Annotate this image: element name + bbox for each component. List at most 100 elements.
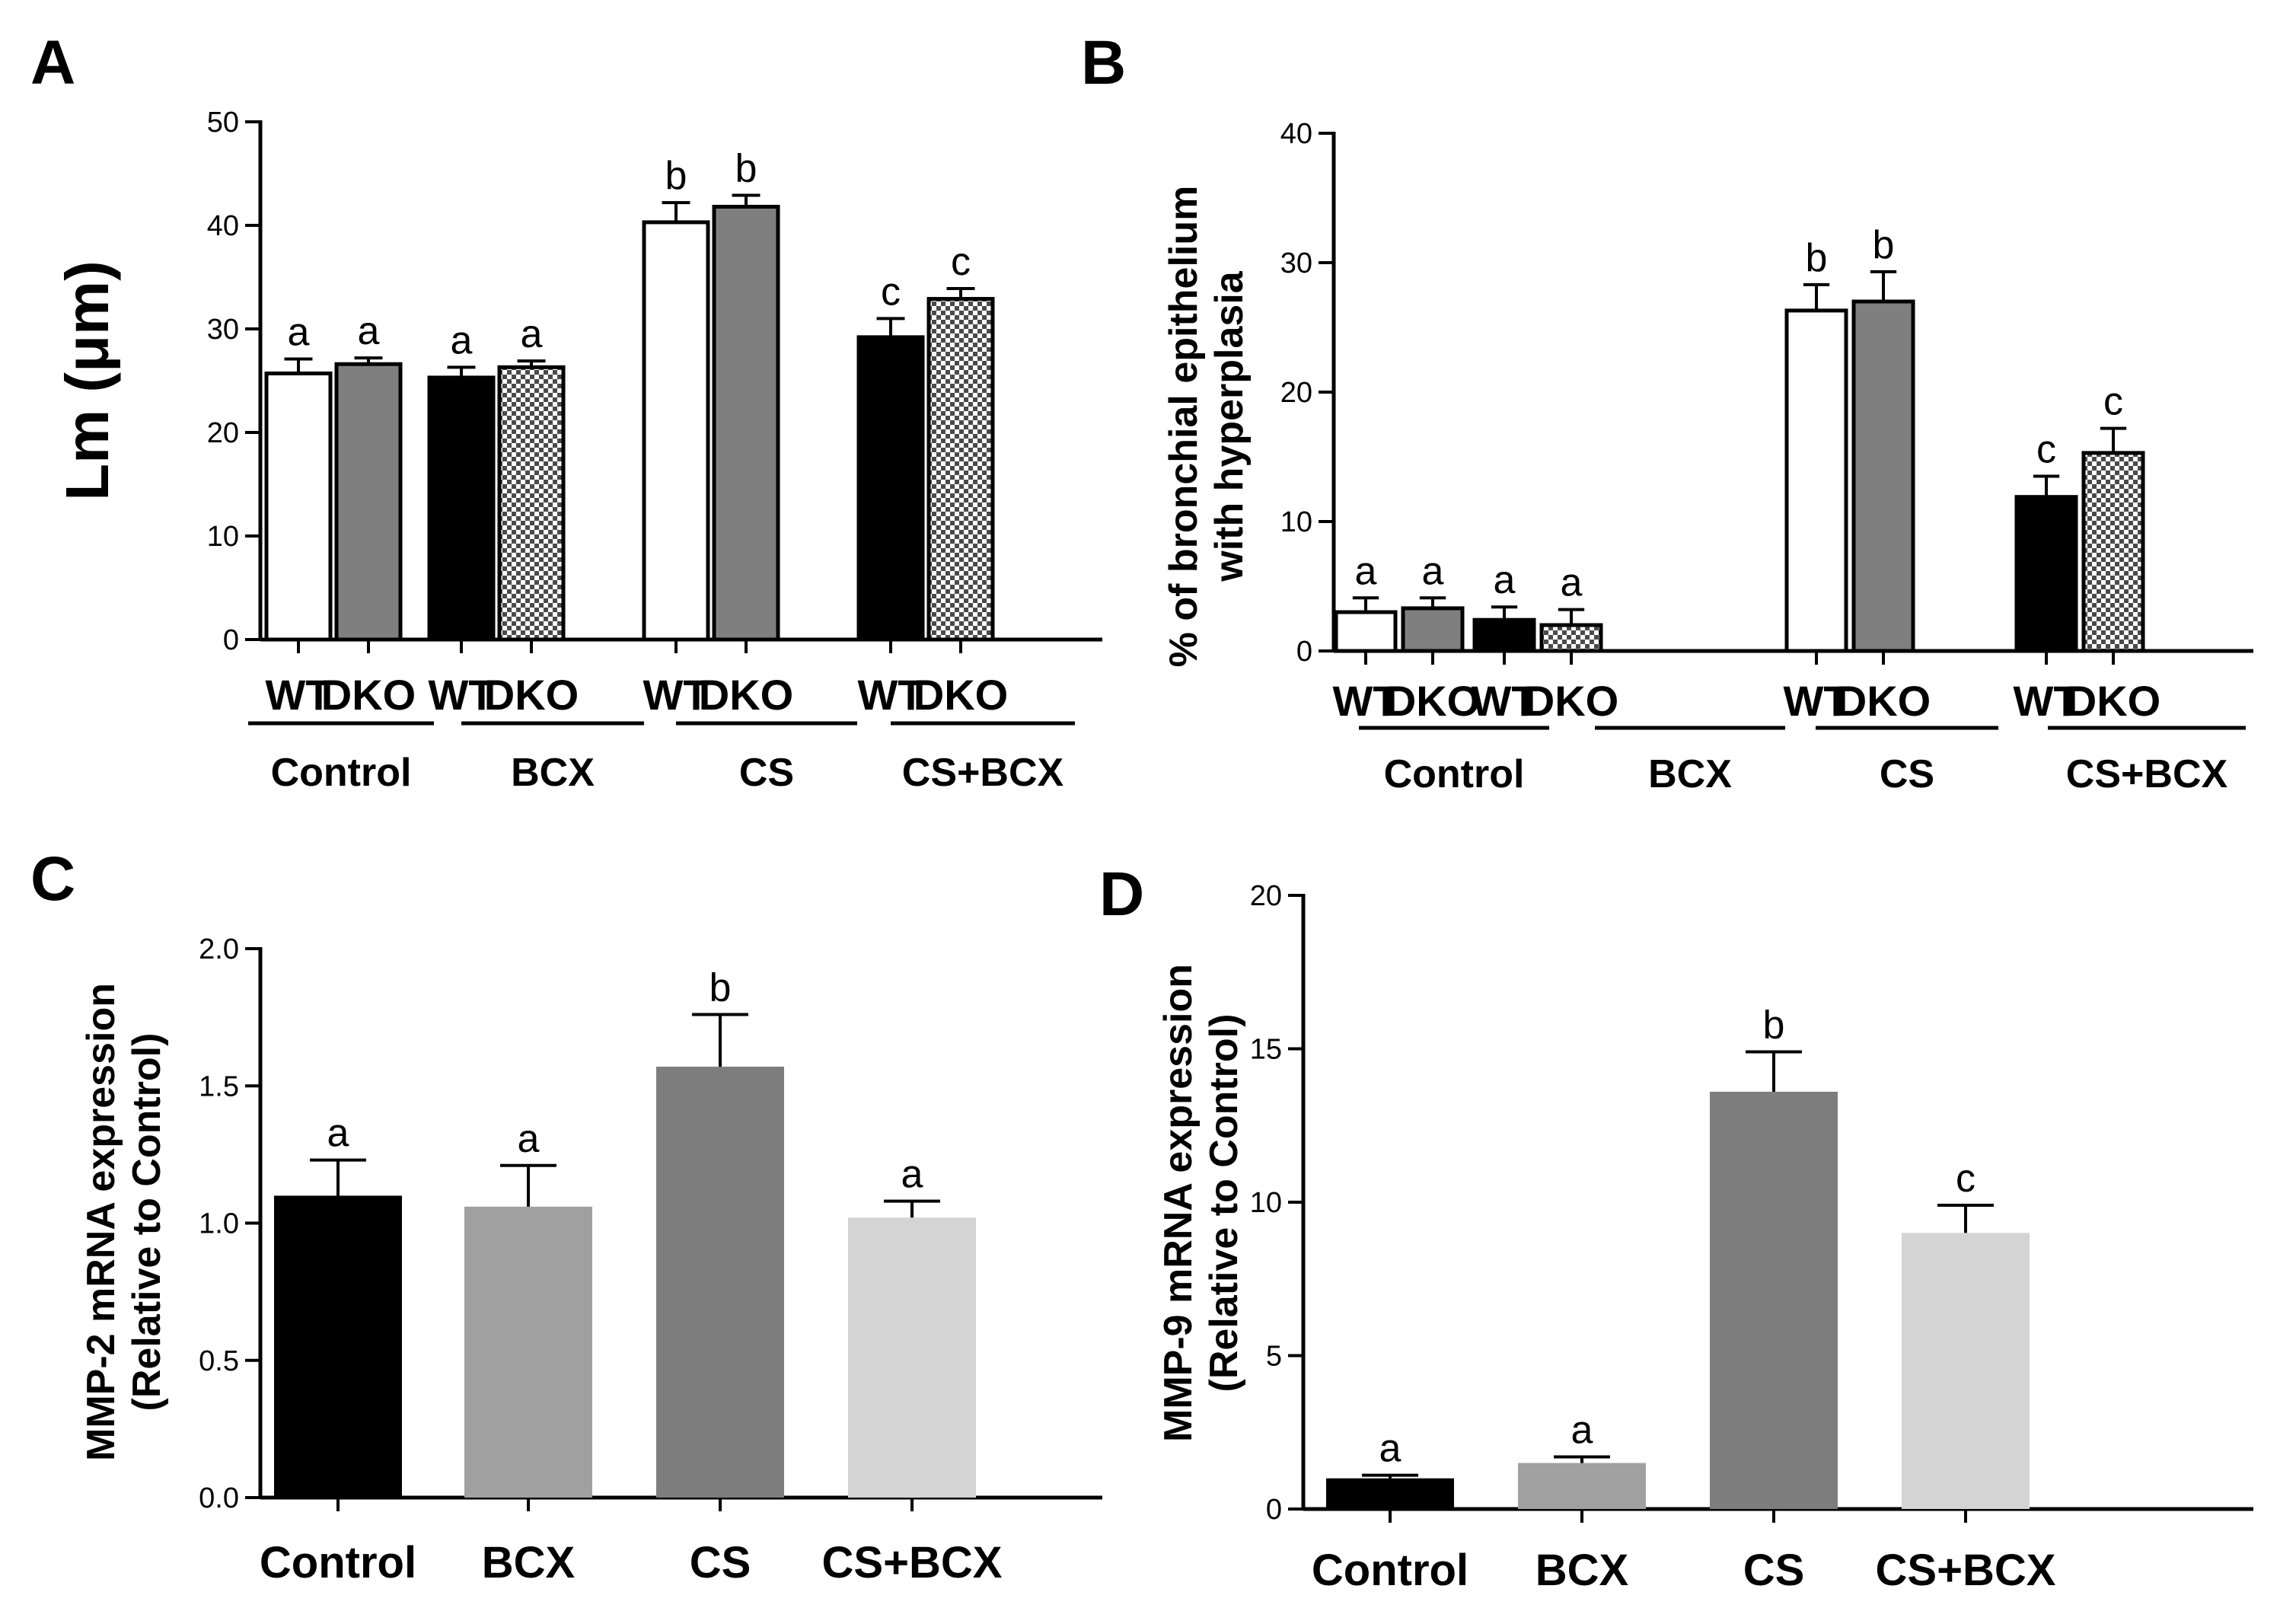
- bar: [856, 335, 925, 642]
- y-tick-label: 50: [207, 107, 239, 139]
- significance-label: b: [1873, 223, 1895, 267]
- x-tick-label: WT: [1471, 677, 1537, 725]
- group-label: CS: [1880, 752, 1934, 796]
- significance-label: c: [881, 270, 901, 314]
- bar: [2014, 495, 2078, 653]
- y-tick-label: 20: [207, 417, 239, 449]
- significance-label: c: [2103, 380, 2123, 424]
- bar: [848, 1217, 976, 1498]
- x-tick-label: WT: [1783, 677, 1849, 725]
- significance-label: a: [901, 1153, 923, 1197]
- y-axis-label-line: (Relative to Control): [1202, 1014, 1246, 1393]
- significance-label: a: [1422, 549, 1444, 593]
- x-tick-label: BCX: [482, 1538, 576, 1587]
- significance-label: c: [951, 240, 971, 284]
- bar: [1784, 308, 1848, 653]
- bar: [712, 205, 780, 642]
- bar: [264, 371, 333, 642]
- x-tick-label: DKO: [914, 671, 1008, 719]
- significance-label: a: [327, 1112, 349, 1156]
- bar: [1710, 1091, 1838, 1509]
- x-tick-label: CS: [1743, 1546, 1805, 1595]
- bar: [1518, 1463, 1646, 1509]
- y-tick-label: 0.5: [199, 1345, 239, 1377]
- significance-label: b: [1763, 1003, 1785, 1048]
- x-tick-label: DKO: [1386, 677, 1480, 725]
- y-tick-label: 10: [207, 521, 239, 553]
- significance-label: b: [735, 147, 757, 191]
- bar: [1334, 610, 1398, 653]
- x-tick-label: WT: [1332, 677, 1398, 725]
- x-tick-label: Control: [260, 1538, 416, 1587]
- y-axis-label-line: Lm (μm): [53, 260, 121, 501]
- bar: [2081, 451, 2145, 653]
- x-tick-label: CS+BCX: [1876, 1546, 2056, 1595]
- bar: [656, 1067, 784, 1498]
- group-label: Control: [271, 751, 412, 795]
- y-tick-label: 40: [1280, 118, 1312, 150]
- group-label: BCX: [511, 751, 595, 795]
- y-axis-label-line: (Relative to Control): [125, 1033, 169, 1412]
- y-tick-label: 30: [1280, 247, 1312, 279]
- x-tick-label: CS+BCX: [822, 1538, 1003, 1587]
- y-tick-label: 0: [1266, 1494, 1282, 1526]
- group-label: CS+BCX: [2066, 752, 2228, 796]
- y-tick-label: 5: [1266, 1341, 1282, 1373]
- y-tick-label: 20: [1280, 377, 1312, 409]
- y-axis-label-line: with hyperplasia: [1207, 270, 1252, 582]
- x-tick-label: WT: [428, 671, 494, 719]
- significance-label: b: [1806, 236, 1828, 280]
- panel-b: B 0 10 20 30 40 % of bronchial epitheliumwith …: [1081, 28, 2253, 796]
- y-tick-label: 30: [207, 314, 239, 346]
- group-label: CS+BCX: [902, 751, 1064, 795]
- bar: [427, 375, 496, 642]
- x-tick-label: DKO: [1524, 677, 1618, 725]
- significance-label: a: [521, 312, 543, 356]
- y-tick-label: 15: [1250, 1034, 1282, 1066]
- x-tick-label: WT: [265, 671, 331, 719]
- panel-letter: D: [1099, 860, 1144, 929]
- x-tick-label: DKO: [2066, 677, 2160, 725]
- x-tick-label: BCX: [1535, 1546, 1629, 1595]
- y-tick-label: 2.0: [199, 933, 239, 965]
- bar: [274, 1195, 402, 1498]
- y-tick-label: 0: [223, 624, 239, 656]
- y-axis-label: MMP-9 mRNA expression(Relative to Contro…: [1156, 964, 1246, 1442]
- bar: [1902, 1233, 2030, 1509]
- x-tick-label: DKO: [484, 671, 579, 719]
- significance-label: a: [451, 318, 473, 362]
- x-tick-label: DKO: [1836, 677, 1931, 725]
- x-tick-label: WT: [2013, 677, 2079, 725]
- y-axis-label-line: % of bronchial epithelium: [1162, 186, 1206, 668]
- bar: [497, 365, 566, 642]
- x-tick-label: WT: [857, 671, 923, 719]
- y-axis-label-line: MMP-2 mRNA expression: [79, 983, 123, 1461]
- y-axis-label-line: MMP-9 mRNA expression: [1156, 964, 1201, 1442]
- x-tick-label: Control: [1312, 1546, 1468, 1595]
- significance-label: a: [518, 1117, 540, 1161]
- panel-a: A 0 10 20 30 40 50 Lm (μm) a WT a DKO a WT a DKO b WT b DKO…: [30, 28, 1102, 795]
- bar: [334, 362, 403, 642]
- bar: [1472, 617, 1536, 653]
- bar: [642, 220, 710, 642]
- y-axis-label: MMP-2 mRNA expression(Relative to Contro…: [79, 983, 169, 1461]
- group-label: BCX: [1648, 752, 1732, 796]
- significance-label: a: [1379, 1427, 1402, 1471]
- bar: [464, 1206, 592, 1498]
- panel-letter: B: [1081, 28, 1126, 97]
- bar: [1401, 606, 1465, 653]
- bar: [926, 297, 995, 642]
- x-tick-label: DKO: [321, 671, 416, 719]
- y-axis-label: Lm (μm): [53, 260, 121, 501]
- significance-label: c: [1956, 1157, 1976, 1201]
- group-label: CS: [739, 751, 794, 795]
- y-tick-label: 20: [1250, 880, 1282, 912]
- significance-label: a: [1561, 561, 1583, 605]
- x-tick-label: CS: [690, 1538, 751, 1587]
- y-tick-label: 1.5: [199, 1070, 239, 1102]
- x-tick-label: DKO: [699, 671, 793, 719]
- y-tick-label: 1.0: [199, 1208, 239, 1240]
- y-tick-label: 10: [1250, 1187, 1282, 1219]
- significance-label: b: [665, 154, 687, 198]
